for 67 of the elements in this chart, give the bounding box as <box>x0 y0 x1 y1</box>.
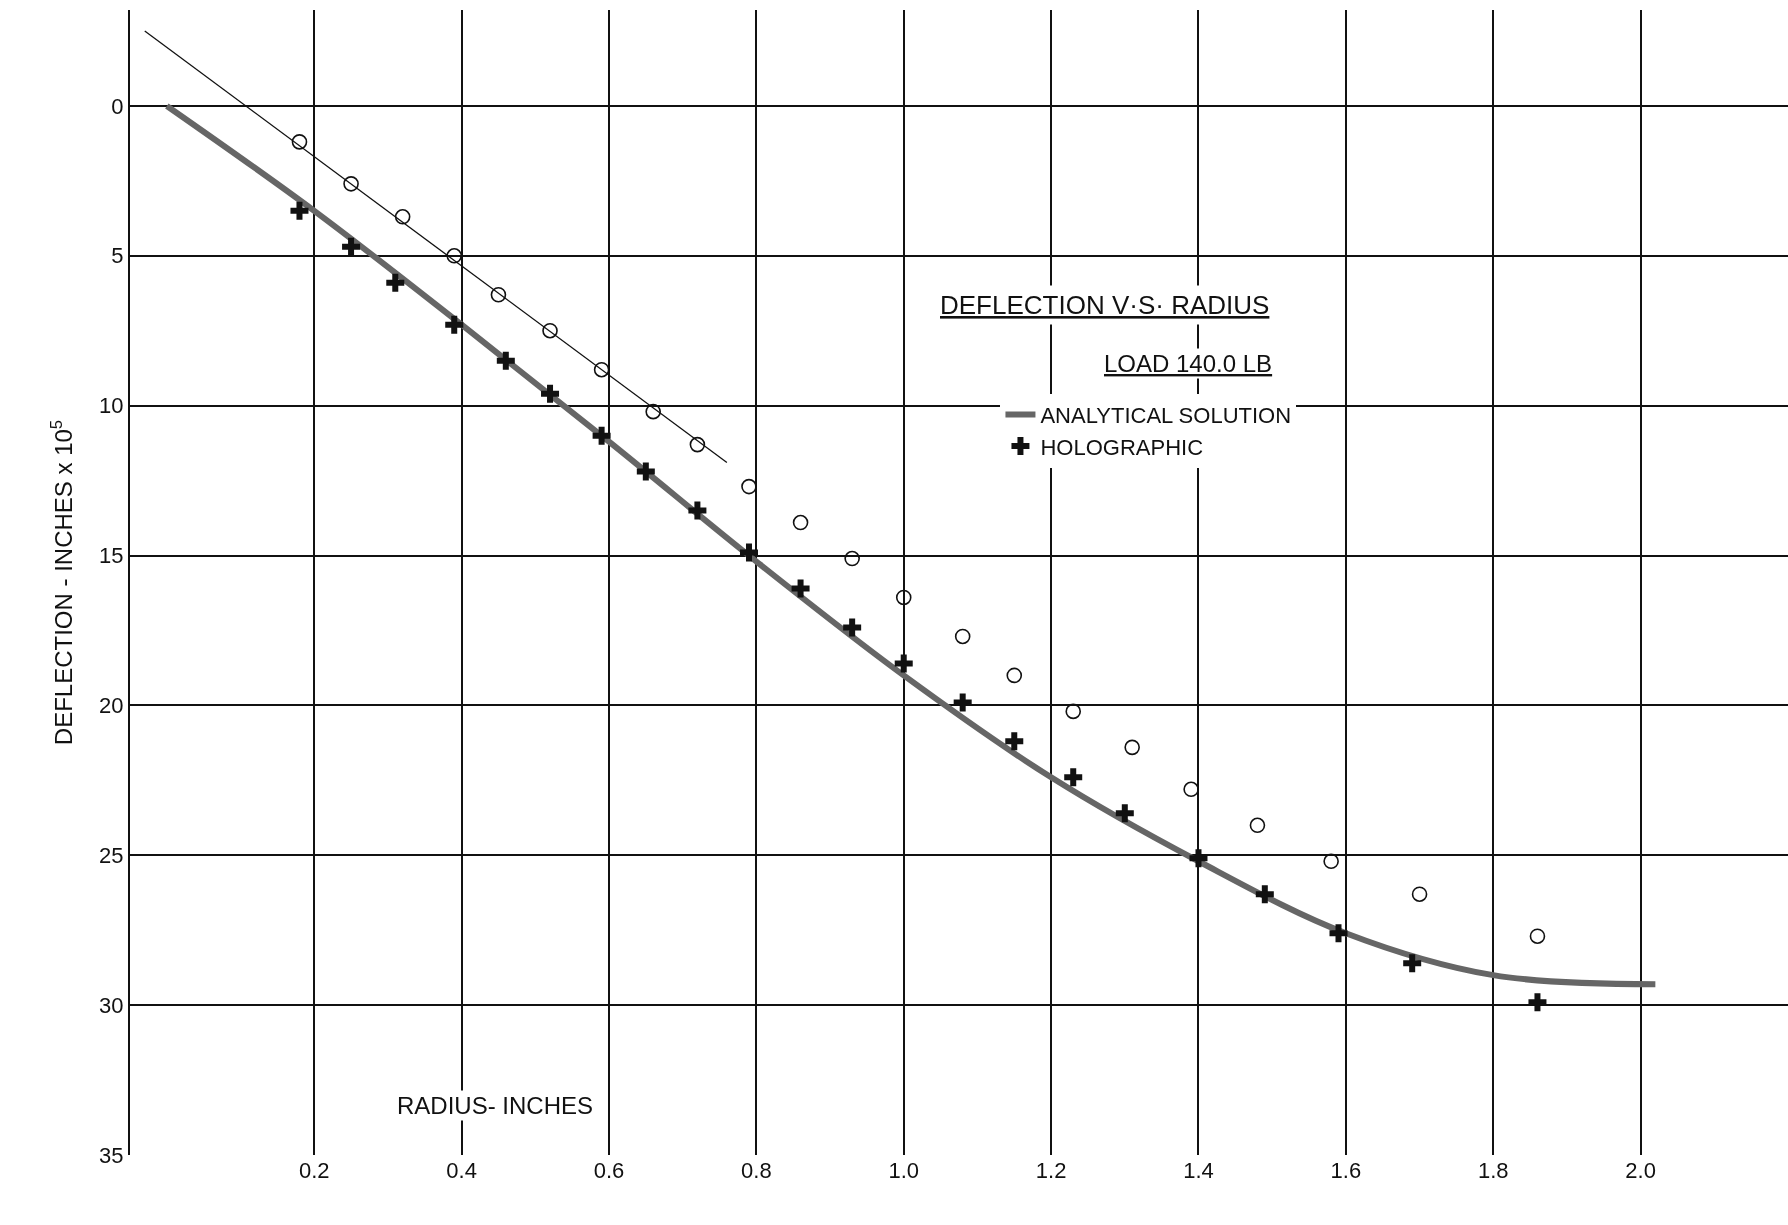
point <box>1323 853 1339 870</box>
point <box>541 384 560 403</box>
x-tick-label: 1.2 <box>1035 1158 1067 1183</box>
point <box>739 543 758 562</box>
point <box>953 693 972 712</box>
point <box>1249 817 1266 834</box>
y-tick-label: 5 <box>111 243 124 269</box>
point <box>636 462 655 481</box>
point <box>954 628 971 645</box>
point <box>689 436 706 453</box>
point <box>446 247 463 264</box>
point <box>290 201 309 220</box>
point <box>1329 924 1348 943</box>
point <box>1255 885 1274 904</box>
x-axis-title: RADIUS- INCHES <box>397 1092 594 1119</box>
point <box>843 618 862 637</box>
x-tick-label: 1.8 <box>1477 1158 1509 1183</box>
point <box>445 315 464 334</box>
legend-label: HOLOGRAPHIC <box>1040 434 1204 460</box>
y-tick-label: 30 <box>99 992 124 1018</box>
point <box>1189 849 1208 868</box>
point <box>1411 886 1428 903</box>
x-tick-label: 0.6 <box>593 1158 625 1183</box>
point <box>1065 703 1082 720</box>
point <box>1115 804 1134 823</box>
y-tick-label: 15 <box>99 543 124 569</box>
x-tick-label: 1.4 <box>1183 1158 1214 1183</box>
point <box>496 351 515 370</box>
point <box>1005 732 1024 751</box>
point <box>1403 954 1422 973</box>
point <box>741 478 757 495</box>
point <box>1528 993 1547 1012</box>
y-tick-label: 20 <box>99 693 124 719</box>
point <box>291 134 308 150</box>
point <box>792 514 809 531</box>
point <box>592 426 611 445</box>
point <box>490 286 507 303</box>
point <box>895 589 912 606</box>
point <box>1183 781 1199 798</box>
point <box>542 322 558 339</box>
point <box>1124 739 1140 756</box>
y-tick-label: 0 <box>111 93 124 119</box>
point <box>343 176 359 192</box>
text: LOAD 140.0 LB <box>1104 350 1273 377</box>
point <box>342 237 361 256</box>
y-tick-label: 35 <box>99 1142 124 1168</box>
point <box>894 654 913 673</box>
point <box>688 501 707 520</box>
point <box>593 361 610 378</box>
x-tick-label: 0.8 <box>741 1158 772 1183</box>
legend-label: ANALYTICAL SOLUTION <box>1040 402 1292 428</box>
text: DEFLECTION V·S· RADIUS <box>940 290 1270 320</box>
x-tick-label: 2.0 <box>1625 1158 1656 1183</box>
y-tick-label: 25 <box>99 842 124 868</box>
point <box>1529 928 1546 944</box>
x-tick-label: 1.0 <box>888 1158 920 1183</box>
x-tick-label: 0.4 <box>446 1158 477 1183</box>
x-tick-label: 1.6 <box>1330 1158 1362 1183</box>
y-tick-label: 10 <box>99 393 124 419</box>
point <box>844 550 860 567</box>
point <box>394 209 411 225</box>
x-tick-label: 0.2 <box>298 1158 330 1183</box>
point <box>791 579 810 598</box>
point <box>386 273 405 292</box>
point <box>645 403 661 420</box>
point <box>1006 667 1023 684</box>
point <box>1064 768 1083 787</box>
